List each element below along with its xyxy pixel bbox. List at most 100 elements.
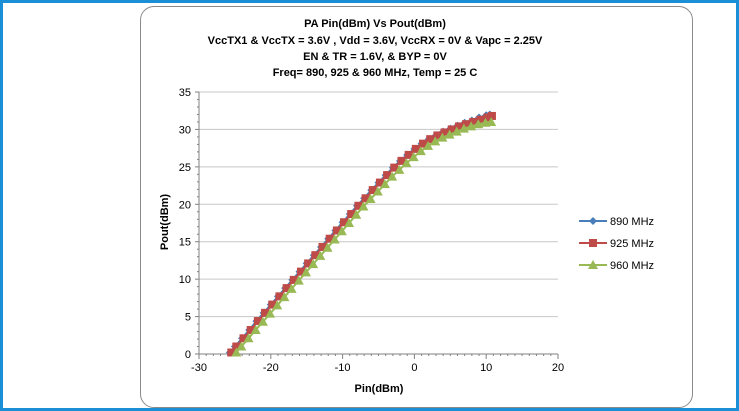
data-point-960-mhz xyxy=(444,129,455,139)
data-point-925-mhz xyxy=(296,267,305,276)
data-point-925-mhz xyxy=(390,163,399,172)
legend-label-890-mhz: 890 MHz xyxy=(610,216,654,228)
chart-title-line-3: EN & TR = 1.6V, & BYP = 0V xyxy=(303,51,447,63)
data-point-960-mhz xyxy=(401,158,412,168)
data-point-925-mhz xyxy=(419,139,428,148)
data-point-925-mhz xyxy=(354,201,363,210)
y-tick-label: 30 xyxy=(179,124,191,136)
data-point-925-mhz xyxy=(246,326,255,335)
data-point-960-mhz xyxy=(329,234,340,244)
data-point-925-mhz xyxy=(469,117,478,126)
data-point-925-mhz xyxy=(447,125,456,134)
y-tick-label: 0 xyxy=(185,349,191,361)
data-point-925-mhz xyxy=(325,234,334,243)
y-tick-label: 25 xyxy=(179,162,191,174)
data-point-960-mhz xyxy=(430,136,441,146)
x-axis-title: Pin(dBm) xyxy=(355,383,404,395)
legend-item-960-mhz: 960 MHz xyxy=(579,260,654,272)
data-point-960-mhz xyxy=(279,292,290,302)
data-point-960-mhz xyxy=(322,242,333,252)
data-point-925-mhz xyxy=(411,144,420,153)
data-point-960-mhz xyxy=(451,126,462,136)
plot-area: 0 5 10 15 20 25 30 35 -30 -20 -10 0 10 20 xyxy=(179,87,564,374)
series-line-960-mhz xyxy=(235,120,492,354)
data-point-925-mhz xyxy=(361,194,370,203)
x-tick-label: 20 xyxy=(552,362,564,374)
data-point-925-mhz xyxy=(440,128,449,137)
data-point-925-mhz xyxy=(433,131,442,140)
y-tick-label: 10 xyxy=(179,274,191,286)
data-point-925-mhz xyxy=(311,251,320,260)
chart-title-line-4: Freq= 890, 925 & 960 MHz, Temp = 25 C xyxy=(273,67,478,79)
legend-label-925-mhz: 925 MHz xyxy=(610,238,654,250)
data-point-960-mhz xyxy=(315,250,326,260)
data-point-960-mhz xyxy=(336,226,347,236)
chart-title: PA Pin(dBm) Vs Pout(dBm) VccTX1 & VccTX … xyxy=(208,18,543,79)
data-point-925-mhz xyxy=(404,150,413,159)
data-point-925-mhz xyxy=(368,186,377,195)
data-point-925-mhz xyxy=(289,275,298,284)
series-925-mhz xyxy=(227,111,496,357)
data-point-925-mhz xyxy=(340,218,349,227)
data-point-960-mhz xyxy=(250,325,261,335)
data-point-925-mhz xyxy=(375,178,384,187)
data-point-960-mhz xyxy=(437,132,448,142)
data-point-960-mhz xyxy=(415,146,426,156)
legend-marker-925-mhz xyxy=(589,239,597,247)
y-tick-label: 15 xyxy=(179,237,191,249)
y-tick-label: 20 xyxy=(179,199,191,211)
chart-card xyxy=(140,6,693,408)
data-point-925-mhz xyxy=(261,308,270,317)
data-point-960-mhz xyxy=(236,341,247,351)
data-point-960-mhz xyxy=(265,308,276,318)
x-tick-label: -30 xyxy=(191,362,207,374)
data-point-960-mhz xyxy=(344,218,355,227)
legend-marker-890-mhz xyxy=(589,217,597,225)
data-point-925-mhz xyxy=(426,135,435,144)
chart-title-line-2: VccTX1 & VccTX = 3.6V , Vdd = 3.6V, VccR… xyxy=(208,35,543,47)
chart-title-line-1: PA Pin(dBm) Vs Pout(dBm) xyxy=(304,18,446,30)
data-point-960-mhz xyxy=(379,179,390,189)
data-point-960-mhz xyxy=(257,316,268,326)
data-point-925-mhz xyxy=(239,334,248,343)
data-point-960-mhz xyxy=(351,209,362,219)
data-point-960-mhz xyxy=(243,333,254,343)
data-point-925-mhz xyxy=(318,242,327,251)
data-point-925-mhz xyxy=(227,348,236,357)
data-point-960-mhz xyxy=(300,267,311,277)
data-point-960-mhz xyxy=(372,186,383,196)
data-point-960-mhz xyxy=(408,152,419,162)
data-point-925-mhz xyxy=(483,113,492,122)
data-point-960-mhz xyxy=(293,275,304,285)
data-point-925-mhz xyxy=(476,115,485,124)
data-point-925-mhz xyxy=(383,171,392,180)
x-tick-label: -10 xyxy=(335,362,351,374)
data-point-960-mhz xyxy=(231,347,242,357)
data-point-925-mhz xyxy=(304,259,313,268)
legend-label-960-mhz: 960 MHz xyxy=(610,260,654,272)
data-point-925-mhz xyxy=(454,122,463,131)
data-point-960-mhz xyxy=(286,283,297,293)
series-960-mhz xyxy=(231,116,497,357)
data-point-925-mhz xyxy=(397,156,406,165)
y-tick-label: 5 xyxy=(185,312,191,324)
data-point-960-mhz xyxy=(394,164,405,174)
data-point-960-mhz xyxy=(308,259,319,269)
data-point-960-mhz xyxy=(423,140,434,150)
x-tick-label: -20 xyxy=(263,362,279,374)
data-point-960-mhz xyxy=(365,194,376,204)
x-tick-label: 10 xyxy=(480,362,492,374)
data-point-925-mhz xyxy=(282,284,291,293)
data-point-960-mhz xyxy=(473,119,484,129)
data-point-960-mhz xyxy=(486,116,497,126)
data-point-925-mhz xyxy=(275,292,284,301)
legend-item-890-mhz: 890 MHz xyxy=(579,216,654,228)
data-point-925-mhz xyxy=(487,111,496,120)
legend-item-925-mhz: 925 MHz xyxy=(579,238,654,250)
data-point-925-mhz xyxy=(332,226,341,235)
legend: 890 MHz 925 MHz 960 MHz xyxy=(579,216,654,272)
data-point-960-mhz xyxy=(358,201,369,211)
legend-marker-960-mhz xyxy=(588,260,598,269)
data-point-925-mhz xyxy=(232,342,241,351)
